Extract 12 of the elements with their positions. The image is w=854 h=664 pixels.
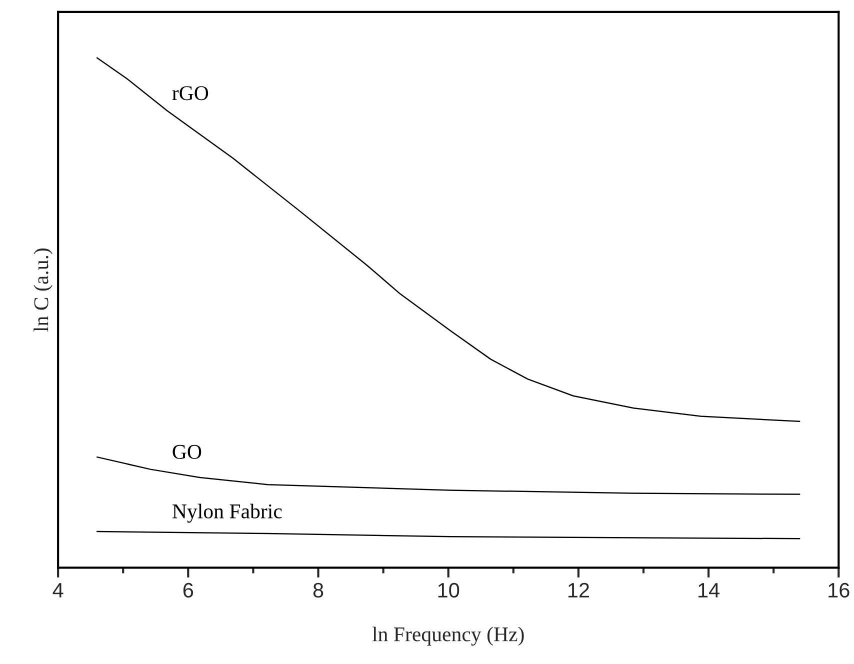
y-axis-title: ln C (a.u.) <box>34 248 53 332</box>
x-tick-label: 4 <box>52 583 64 598</box>
x-tick-label: 16 <box>828 582 850 598</box>
x-tick-label: 10 <box>438 582 460 598</box>
x-tick-label: 8 <box>313 582 324 598</box>
x-axis-title: ln Frequency (Hz) <box>372 626 524 646</box>
x-tick-label: 6 <box>183 582 194 598</box>
series-label: GO <box>172 444 202 459</box>
x-tick-label: 12 <box>568 582 589 598</box>
series-label: rGO <box>172 86 208 100</box>
series-label: Nylon Fabric <box>172 504 282 523</box>
x-tick-label: 14 <box>698 583 720 598</box>
